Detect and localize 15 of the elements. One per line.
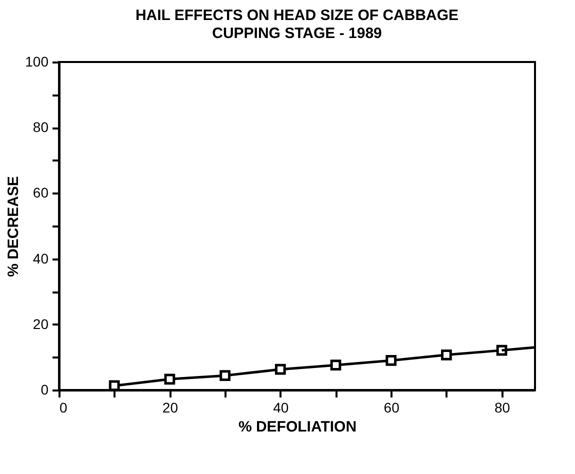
y-tick-label: 100 xyxy=(25,54,49,70)
chart-title: HAIL EFFECTS ON HEAD SIZE OF CABBAGE xyxy=(135,7,459,24)
chart-subtitle: CUPPING STAGE - 1989 xyxy=(212,25,382,42)
x-axis-title: % DEFOLIATION xyxy=(238,418,357,436)
x-tick-label: 0 xyxy=(60,400,68,416)
x-tick-label: 20 xyxy=(162,400,178,416)
x-tick-label: 80 xyxy=(494,400,510,416)
y-axis-title: % DECREASE xyxy=(5,176,22,277)
y-tick-label: 40 xyxy=(32,250,49,266)
y-tick-label: 0 xyxy=(40,382,49,398)
y-tick-label: 60 xyxy=(32,184,49,201)
x-tick-label: 60 xyxy=(384,400,400,416)
y-tick-label: 20 xyxy=(32,316,49,332)
x-tick-label: 40 xyxy=(273,400,289,416)
y-tick-label: 80 xyxy=(32,119,49,136)
